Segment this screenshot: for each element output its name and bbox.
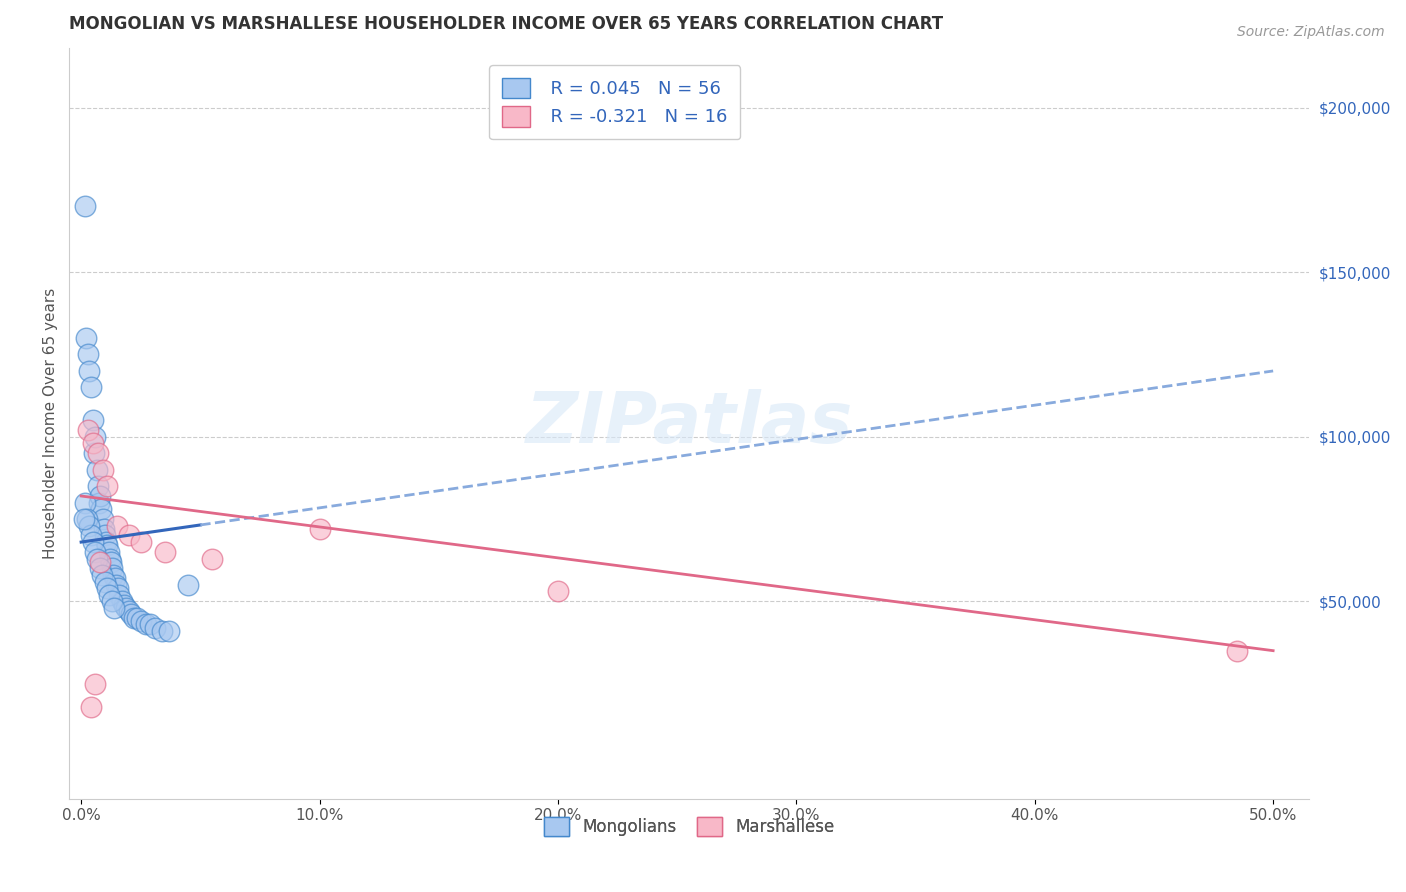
Point [83, 446, 105, 460]
Point [96, 479, 118, 493]
Point [201, 551, 224, 566]
Point [87, 479, 110, 493]
Point [153, 545, 176, 559]
Point [77, 518, 100, 533]
Point [108, 588, 131, 602]
Point [82, 436, 104, 450]
Y-axis label: Householder Income Over 65 years: Householder Income Over 65 years [44, 288, 58, 559]
Point [139, 617, 162, 632]
Point [129, 614, 152, 628]
Point [89, 489, 111, 503]
Point [96, 535, 118, 549]
Point [115, 600, 138, 615]
Point [103, 600, 125, 615]
Text: MONGOLIAN VS MARSHALLESE HOUSEHOLDER INCOME OVER 65 YEARS CORRELATION CHART: MONGOLIAN VS MARSHALLESE HOUSEHOLDER INC… [69, 15, 943, 33]
Point [308, 522, 330, 536]
Point [91, 568, 114, 582]
Point [73, 199, 96, 213]
Point [103, 568, 125, 582]
Point [79, 528, 101, 542]
Text: ZIPatlas: ZIPatlas [526, 389, 853, 458]
Point [80, 380, 103, 394]
Point [87, 495, 110, 509]
Point [91, 512, 114, 526]
Point [93, 522, 115, 536]
Point [150, 624, 173, 638]
Point [87, 446, 110, 460]
Point [122, 611, 145, 625]
Point [112, 598, 135, 612]
Point [129, 535, 152, 549]
Point [100, 594, 122, 608]
Point [90, 502, 112, 516]
Point [1226, 643, 1249, 657]
Text: Source: ZipAtlas.com: Source: ZipAtlas.com [1237, 25, 1385, 39]
Legend: Mongolians, Marshallese: Mongolians, Marshallese [537, 810, 841, 843]
Point [86, 463, 108, 477]
Point [111, 594, 134, 608]
Point [89, 561, 111, 575]
Point [105, 578, 128, 592]
Point [118, 604, 141, 618]
Point [547, 584, 569, 599]
Point [98, 588, 121, 602]
Point [91, 463, 114, 477]
Point [101, 561, 124, 575]
Point [76, 512, 98, 526]
Point [89, 555, 111, 569]
Point [177, 578, 200, 592]
Point [94, 528, 117, 542]
Point [100, 555, 122, 569]
Point [97, 545, 120, 559]
Point [157, 624, 180, 638]
Point [82, 413, 104, 427]
Point [118, 528, 141, 542]
Point [86, 551, 108, 566]
Point [84, 545, 107, 559]
Point [79, 699, 101, 714]
Point [98, 551, 121, 566]
Point [75, 331, 97, 345]
Point [134, 617, 156, 632]
Point [105, 518, 128, 533]
Point [82, 535, 104, 549]
Point [84, 430, 107, 444]
Point [79, 364, 101, 378]
Point [77, 423, 100, 437]
Point [143, 621, 166, 635]
Point [73, 512, 96, 526]
Point [127, 611, 149, 625]
Point [96, 581, 118, 595]
Point [76, 347, 98, 361]
Point [93, 574, 115, 589]
Point [107, 581, 129, 595]
Point [96, 538, 118, 552]
Point [75, 495, 97, 509]
Point [84, 676, 107, 690]
Point [120, 607, 142, 622]
Point [103, 571, 125, 585]
